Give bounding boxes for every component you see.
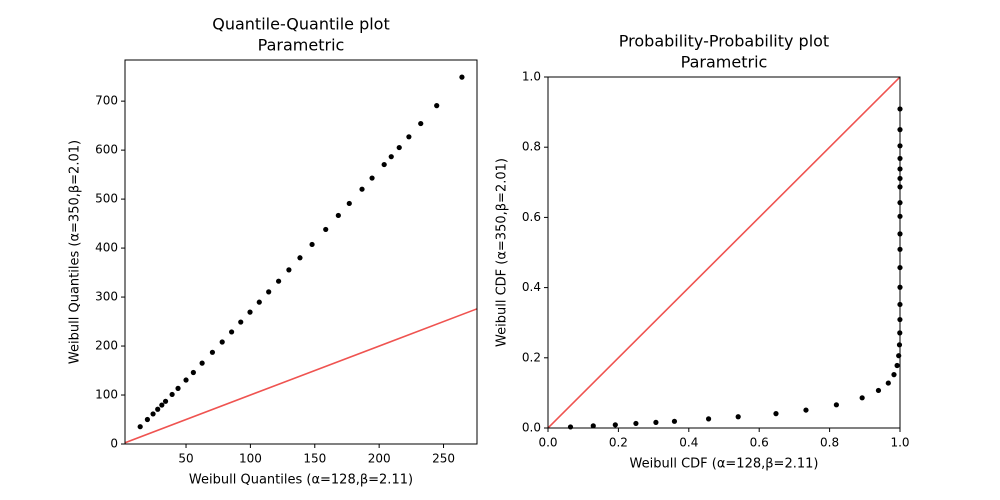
axes-frame (124, 59, 478, 445)
point (875, 387, 882, 394)
point (359, 186, 365, 192)
point (885, 380, 891, 386)
point (219, 339, 225, 345)
y-tick-label: 0 (110, 437, 118, 451)
point (297, 255, 303, 261)
y-tick-label: 100 (95, 388, 118, 402)
y-tick-label: 200 (95, 339, 118, 353)
point (137, 424, 143, 430)
point (735, 414, 741, 420)
y-tick-label: 0.6 (522, 210, 541, 224)
point (159, 402, 165, 408)
point (169, 391, 175, 398)
point (190, 369, 196, 376)
point (162, 398, 169, 404)
y-tick-label: 500 (95, 192, 118, 206)
point (309, 241, 315, 248)
y-axis-label: Weibull Quantiles (α=350,β=2.01) (68, 140, 83, 364)
point (896, 353, 902, 359)
chart-title: Probability-Probability plot (619, 32, 829, 51)
y-axis-label: Weibull CDF (α=350,β=2.01) (495, 158, 510, 347)
y-tick-label: 0.2 (522, 350, 541, 364)
x-tick-label: 0.0 (538, 436, 557, 450)
plot-area (125, 308, 477, 444)
point (183, 377, 189, 383)
point (199, 360, 205, 366)
point (175, 385, 181, 391)
x-axis-label: Weibull Quantiles (α=128,β=2.11) (189, 473, 413, 488)
point (209, 349, 216, 355)
point (229, 329, 235, 335)
point (155, 406, 161, 412)
point (773, 411, 779, 417)
y-tick-label: 1.0 (522, 70, 541, 84)
point (671, 418, 678, 424)
point (381, 161, 387, 168)
point (896, 342, 903, 348)
x-axis-label: Weibull CDF (α=128,β=2.11) (630, 457, 819, 472)
x-tick-label: 0.8 (820, 436, 839, 450)
point (653, 419, 659, 425)
y-tick-label: 300 (95, 290, 118, 304)
x-tick-label: 0.2 (609, 436, 628, 450)
point (434, 103, 440, 109)
point (590, 423, 596, 429)
reference-line (548, 77, 900, 428)
point (247, 309, 253, 315)
point (418, 120, 424, 127)
x-tick-label: 150 (303, 452, 326, 466)
point (612, 422, 618, 428)
chart-title: Quantile-Quantile plot (212, 15, 389, 34)
x-tick-label: 200 (368, 452, 391, 466)
point (859, 395, 865, 401)
y-tick-label: 0.0 (522, 421, 541, 435)
point (256, 299, 262, 305)
y-tick-label: 0.8 (522, 140, 541, 154)
y-tick-label: 700 (95, 94, 118, 108)
point (346, 200, 352, 207)
point (803, 407, 809, 413)
plot-area (548, 77, 900, 428)
point (894, 362, 900, 369)
x-tick-label: 250 (432, 452, 455, 466)
point (833, 402, 839, 408)
point (406, 134, 412, 140)
x-tick-label: 0.4 (679, 436, 698, 450)
point (335, 212, 341, 219)
point (388, 154, 394, 160)
chart-subtitle: Parametric (681, 53, 768, 72)
x-tick-label: 100 (239, 452, 262, 466)
point (633, 420, 639, 427)
point (150, 411, 156, 417)
point (144, 416, 151, 423)
point (323, 226, 329, 233)
chart-subtitle: Parametric (258, 36, 345, 55)
point (396, 144, 402, 151)
x-tick-label: 50 (178, 452, 193, 466)
y-tick-label: 400 (95, 241, 118, 255)
point (238, 319, 244, 325)
x-tick-label: 0.6 (750, 436, 769, 450)
point (286, 267, 292, 273)
point (705, 416, 712, 422)
y-tick-label: 600 (95, 143, 118, 157)
axes-frame (547, 76, 901, 429)
point (266, 289, 272, 295)
point (275, 278, 282, 284)
point (567, 424, 574, 430)
reference-line (125, 308, 477, 444)
point (369, 175, 375, 181)
x-tick-label: 1.0 (890, 436, 909, 450)
y-tick-label: 0.4 (522, 280, 541, 294)
point (459, 74, 465, 80)
point (891, 372, 897, 378)
